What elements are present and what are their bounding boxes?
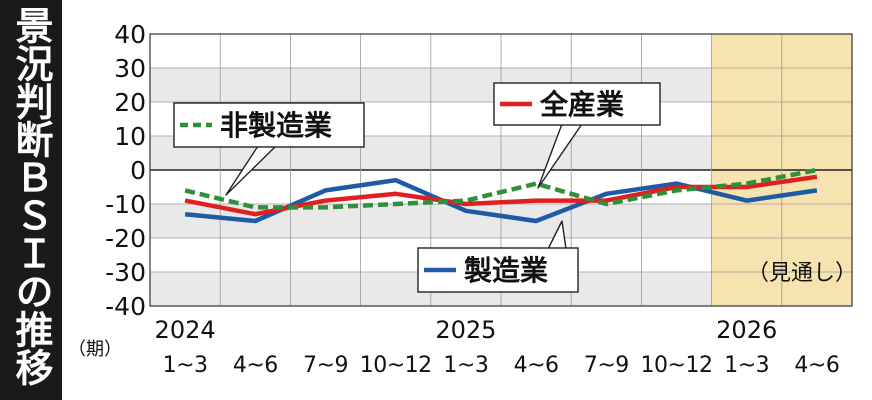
legend-label: 全産業 — [539, 88, 624, 121]
legend-label: 製造業 — [464, 254, 548, 287]
forecast-label: （見通し） — [747, 261, 857, 286]
y-tick-label: -40 — [105, 292, 146, 321]
period-label: （期） — [68, 339, 122, 360]
x-tick-label: 1~3 — [163, 353, 208, 378]
x-tick-label: 4~6 — [794, 353, 839, 378]
chart: 40 30 20 10 0 -10 -20 -30 -40 2024 2025 2026 1~3 4~6 7… — [68, 20, 857, 378]
x-year-label: 2024 — [155, 316, 216, 344]
y-tick-label: 20 — [114, 88, 146, 117]
legend-all-industries: 全産業 — [493, 82, 661, 189]
y-tick-label: 0 — [130, 156, 146, 185]
y-tick-label: -10 — [105, 190, 146, 219]
title-bar: 景況判断ＢＳＩの推移 — [0, 0, 62, 400]
plot-frame — [149, 33, 853, 307]
x-tick-label: 10~12 — [360, 353, 432, 378]
x-tick-label: 1~3 — [724, 353, 769, 378]
y-tick-label: 40 — [114, 20, 146, 49]
x-tick-label: 1~3 — [443, 353, 488, 378]
legend-box — [173, 102, 365, 148]
chart-title: 景況判断ＢＳＩの推移 — [9, 6, 53, 386]
x-year-label: 2026 — [716, 316, 777, 344]
y-tick-label: -30 — [105, 258, 146, 287]
x-tick-label: 4~6 — [233, 353, 278, 378]
series-line-non-manufacturing — [184, 167, 818, 210]
x-year-label: 2025 — [435, 316, 496, 344]
y-tick-label: 10 — [114, 122, 146, 151]
legend-non-manufacturing: 非製造業 — [173, 102, 365, 196]
x-tick-label: 7~9 — [303, 353, 348, 378]
y-tick-label: -20 — [105, 224, 146, 253]
x-tick-label: 10~12 — [641, 353, 713, 378]
x-tick-label: 7~9 — [584, 353, 629, 378]
y-tick-label: 30 — [114, 54, 146, 83]
legend-manufacturing: 製造業 — [417, 220, 579, 293]
x-tick-label: 4~6 — [514, 353, 559, 378]
legend-label: 非製造業 — [220, 109, 332, 142]
